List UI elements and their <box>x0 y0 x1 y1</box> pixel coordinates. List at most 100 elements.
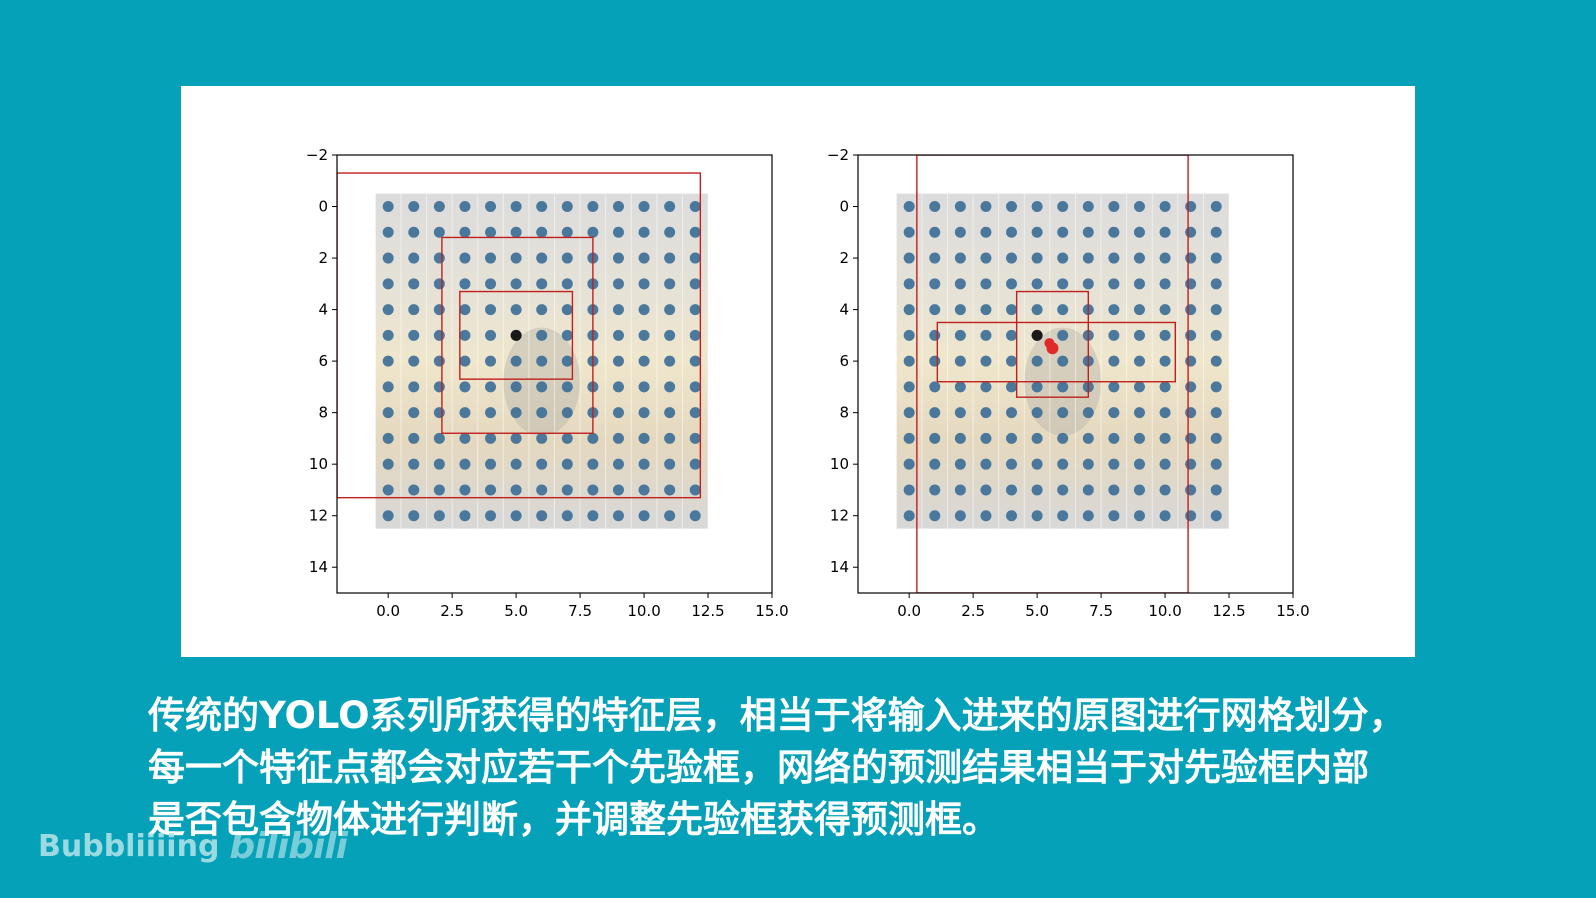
feature-point <box>689 304 701 316</box>
feature-point <box>689 278 701 290</box>
feature-point <box>954 484 966 496</box>
feature-point <box>1108 201 1120 213</box>
feature-point <box>638 201 650 213</box>
feature-point <box>1133 407 1145 419</box>
feature-point <box>954 226 966 238</box>
feature-point <box>408 355 420 367</box>
feature-point <box>954 432 966 444</box>
feature-point <box>561 329 573 341</box>
feature-point <box>1057 432 1069 444</box>
feature-point <box>587 201 599 213</box>
feature-point <box>1057 329 1069 341</box>
feature-point <box>903 355 915 367</box>
feature-point <box>1133 304 1145 316</box>
y-tick-label: 2 <box>839 249 849 267</box>
x-tick-label: 7.5 <box>568 602 592 620</box>
feature-point <box>612 484 624 496</box>
feature-point <box>1082 510 1094 522</box>
feature-point <box>1031 226 1043 238</box>
feature-point <box>459 329 471 341</box>
feature-point <box>1006 201 1018 213</box>
feature-point <box>1159 407 1171 419</box>
feature-point <box>1031 458 1043 470</box>
feature-point <box>408 329 420 341</box>
feature-point <box>638 252 650 264</box>
feature-point <box>1185 329 1197 341</box>
feature-point <box>1133 201 1145 213</box>
feature-point <box>485 201 497 213</box>
feature-point <box>1031 484 1043 496</box>
axes-frame <box>857 154 1294 594</box>
feature-point <box>459 304 471 316</box>
feature-point <box>485 407 497 419</box>
feature-point <box>954 458 966 470</box>
feature-point <box>587 432 599 444</box>
feature-point <box>612 226 624 238</box>
author-watermark: Bubbliiiing <box>38 829 220 864</box>
feature-point <box>561 304 573 316</box>
feature-point <box>382 458 394 470</box>
x-tick-label: 2.5 <box>961 602 985 620</box>
feature-point <box>689 432 701 444</box>
feature-point <box>1006 381 1018 393</box>
feature-point <box>664 484 676 496</box>
feature-point <box>382 201 394 213</box>
caption-line-3: 是否包含物体进行判断，并调整先验框获得预测框。 <box>148 798 999 841</box>
feature-point <box>408 304 420 316</box>
feature-point <box>1108 484 1120 496</box>
feature-point <box>510 458 522 470</box>
axes-frame <box>336 154 773 594</box>
feature-point <box>561 432 573 444</box>
feature-point <box>382 355 394 367</box>
y-tick-label: 4 <box>318 301 328 319</box>
feature-point <box>929 381 941 393</box>
feature-point <box>1006 329 1018 341</box>
feature-point <box>382 484 394 496</box>
feature-point <box>433 278 445 290</box>
feature-point <box>485 329 497 341</box>
feature-point <box>1133 432 1145 444</box>
feature-point <box>1006 484 1018 496</box>
feature-point <box>587 226 599 238</box>
feature-point <box>954 201 966 213</box>
feature-point <box>1108 432 1120 444</box>
feature-point <box>929 304 941 316</box>
feature-point <box>664 458 676 470</box>
feature-point <box>1185 458 1197 470</box>
feature-point <box>510 510 522 522</box>
y-tick-label: 2 <box>318 249 328 267</box>
feature-point <box>536 226 548 238</box>
feature-point <box>1185 432 1197 444</box>
feature-point <box>638 458 650 470</box>
feature-point <box>980 407 992 419</box>
feature-point <box>612 381 624 393</box>
x-tick-label: 12.5 <box>691 602 724 620</box>
feature-point <box>1185 226 1197 238</box>
feature-point <box>1185 304 1197 316</box>
feature-point <box>561 252 573 264</box>
feature-point <box>1031 201 1043 213</box>
feature-point <box>536 458 548 470</box>
feature-point <box>510 407 522 419</box>
feature-point <box>638 226 650 238</box>
feature-point <box>382 381 394 393</box>
y-tick-label: 4 <box>839 301 849 319</box>
feature-point <box>903 381 915 393</box>
feature-point <box>903 201 915 213</box>
feature-point <box>408 510 420 522</box>
feature-point <box>587 510 599 522</box>
feature-point <box>903 304 915 316</box>
feature-point <box>408 201 420 213</box>
feature-point <box>689 381 701 393</box>
feature-point <box>689 407 701 419</box>
feature-point <box>459 226 471 238</box>
feature-point <box>1082 484 1094 496</box>
x-tick-label: 15.0 <box>755 602 788 620</box>
feature-point <box>433 458 445 470</box>
feature-point <box>1057 201 1069 213</box>
feature-point <box>638 407 650 419</box>
feature-point <box>1210 407 1222 419</box>
feature-point <box>1057 226 1069 238</box>
x-tick-label: 10.0 <box>627 602 660 620</box>
feature-point <box>1159 355 1171 367</box>
